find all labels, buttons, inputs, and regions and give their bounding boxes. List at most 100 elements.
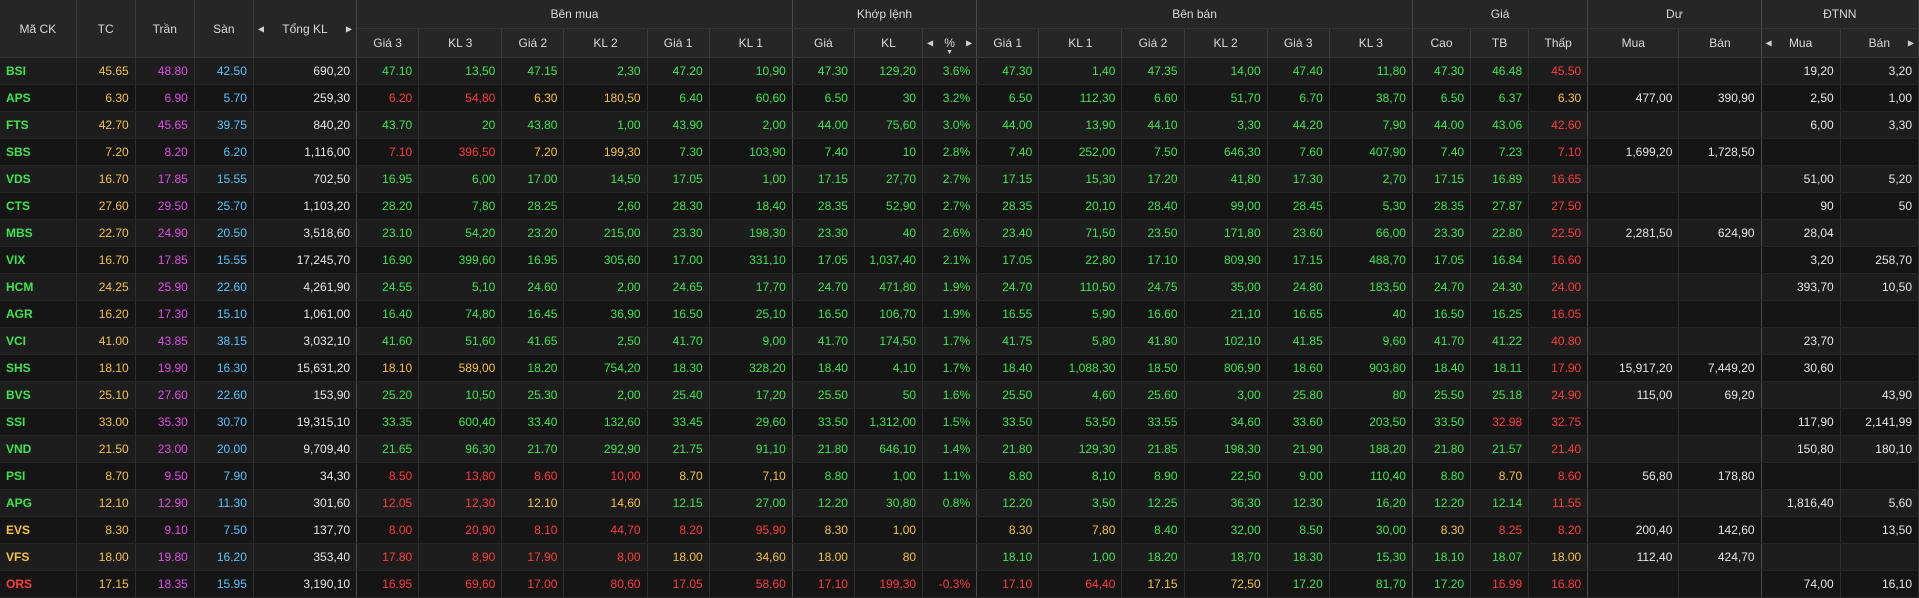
cell-symbol[interactable]: ORS	[0, 570, 77, 598]
cell-mua-kl1: 1,00	[709, 165, 793, 193]
col-ma-ck[interactable]: Mã CK	[0, 0, 77, 58]
cell-symbol[interactable]: APG	[0, 489, 77, 517]
col-mua-gia2[interactable]: Giá 2	[501, 28, 565, 58]
chevron-right-icon[interactable]: ▶	[1907, 38, 1914, 48]
cell-symbol[interactable]: CTS	[0, 192, 77, 220]
cell-symbol[interactable]: APS	[0, 84, 77, 112]
col-cao[interactable]: Cao	[1412, 28, 1472, 58]
col-ban-gia3[interactable]: Giá 3	[1267, 28, 1330, 58]
cell-mua-gia1: 43.90	[647, 111, 710, 139]
table-row[interactable]: VCI 41.00 43.85 38.15 3,032,10 41.60 51,60 41.6…	[0, 327, 1919, 355]
table-row[interactable]: PSI 8.70 9.50 7.90 34,30 8.50 13,80 8.60 10,00 8.…	[0, 462, 1919, 490]
table-row[interactable]: APG 12.10 12.90 11.30 301,60 12.05 12,30 12.10 1…	[0, 489, 1919, 517]
col-ban-kl1[interactable]: KL 1	[1038, 28, 1123, 58]
cell-tran: 25.90	[135, 273, 195, 301]
cell-mua-gia1: 28.30	[647, 192, 710, 220]
cell-mua-gia2: 18.20	[501, 354, 565, 382]
table-row[interactable]: CTS 27.60 29.50 25.70 1,103,20 28.20 7,80 28.25…	[0, 192, 1919, 220]
cell-symbol[interactable]: SHS	[0, 354, 77, 382]
col-tb[interactable]: TB	[1470, 28, 1530, 58]
table-row[interactable]: VFS 18.00 19.80 16.20 353,40 17.80 8,90 17.90 8,…	[0, 543, 1919, 571]
cell-mua-gia3: 6.20	[356, 84, 420, 112]
cell-symbol[interactable]: VIX	[0, 246, 77, 274]
table-row[interactable]: APS 6.30 6.90 5.70 259,30 6.20 54,80 6.30 180,50…	[0, 84, 1919, 112]
table-row[interactable]: FTS 42.70 45.65 39.75 840,20 43.70 20 43.80 1,00…	[0, 111, 1919, 139]
cell-san: 39.75	[194, 111, 254, 139]
cell-nn-ban	[1840, 219, 1919, 247]
col-ban-kl2[interactable]: KL 2	[1184, 28, 1268, 58]
cell-mua-gia2: 8.60	[501, 462, 565, 490]
col-mua-kl3[interactable]: KL 3	[418, 28, 503, 58]
cell-symbol[interactable]: VND	[0, 435, 77, 463]
col-tran[interactable]: Trần	[135, 0, 195, 58]
col-nn-ban[interactable]: Bán ▶	[1840, 28, 1919, 58]
sort-desc-icon: ▼	[946, 49, 954, 56]
col-mua-gia3[interactable]: Giá 3	[356, 28, 420, 58]
col-khop-pct[interactable]: ◀ % ▼ ▶	[922, 28, 978, 58]
table-row[interactable]: BVS 25.10 27.60 22.60 153,90 25.20 10,50 25.30 2…	[0, 381, 1919, 409]
table-row[interactable]: SHS 18.10 19.90 16.30 15,631,20 18.10 589,00 18…	[0, 354, 1919, 382]
cell-mua-gia1: 8.20	[647, 516, 710, 544]
col-ban-gia2[interactable]: Giá 2	[1121, 28, 1185, 58]
cell-symbol[interactable]: SBS	[0, 138, 77, 166]
cell-mua-kl2: 215,00	[563, 219, 648, 247]
cell-symbol[interactable]: EVS	[0, 516, 77, 544]
cell-mua-kl2: 2,00	[563, 381, 648, 409]
col-du-ban[interactable]: Bán	[1678, 28, 1762, 58]
table-row[interactable]: SBS 7.20 8.20 6.20 1,116,00 7.10 396,50 7.20 199…	[0, 138, 1919, 166]
table-row[interactable]: ORS 17.15 18.35 15.95 3,190,10 16.95 69,60 17.0…	[0, 570, 1919, 598]
table-row[interactable]: BSI 45.65 48.80 42.50 690,20 47.10 13,50 47.15 2…	[0, 57, 1919, 85]
chevron-left-icon[interactable]: ◀	[257, 24, 265, 33]
cell-du-ban: 142,60	[1678, 516, 1762, 544]
cell-symbol[interactable]: VCI	[0, 327, 77, 355]
col-ban-gia1[interactable]: Giá 1	[976, 28, 1040, 58]
table-row[interactable]: MBS 22.70 24.90 20.50 3,518,60 23.10 54,20 23.2…	[0, 219, 1919, 247]
table-row[interactable]: EVS 8.30 9.10 7.50 137,70 8.00 20,90 8.10 44,70 8…	[0, 516, 1919, 544]
cell-symbol[interactable]: BSI	[0, 57, 77, 85]
table-row[interactable]: VIX 16.70 17.85 15.55 17,245,70 16.90 399,60 16…	[0, 246, 1919, 274]
cell-symbol[interactable]: BVS	[0, 381, 77, 409]
chevron-right-icon[interactable]: ▶	[965, 38, 973, 48]
col-thap[interactable]: Thấp	[1528, 28, 1589, 58]
cell-ban-gia2: 6.60	[1121, 84, 1185, 112]
cell-tong-kl: 301,60	[253, 489, 358, 517]
cell-khop-pct: 3.2%	[922, 84, 978, 112]
cell-cao: 17.05	[1412, 246, 1472, 274]
col-mua-gia1[interactable]: Giá 1	[647, 28, 710, 58]
chevron-left-icon[interactable]: ◀	[1765, 38, 1772, 48]
table-row[interactable]: VDS 16.70 17.85 15.55 702,50 16.95 6,00 17.00 14…	[0, 165, 1919, 193]
cell-mua-gia2: 17.00	[501, 570, 565, 598]
cell-symbol[interactable]: FTS	[0, 111, 77, 139]
col-nn-mua[interactable]: ◀ Mua	[1761, 28, 1841, 58]
cell-symbol[interactable]: MBS	[0, 219, 77, 247]
col-khop-kl[interactable]: KL	[854, 28, 924, 58]
col-du-mua[interactable]: Mua	[1587, 28, 1680, 58]
cell-symbol[interactable]: PSI	[0, 462, 77, 490]
cell-symbol[interactable]: HCM	[0, 273, 77, 301]
cell-mua-kl3: 54,80	[418, 84, 503, 112]
cell-ban-kl3: 407,90	[1329, 138, 1413, 166]
cell-tc: 6.30	[76, 84, 136, 112]
chevron-left-icon[interactable]: ◀	[927, 38, 934, 48]
table-row[interactable]: SSI 33.00 35.30 30.70 19,315,10 33.35 600,40 33…	[0, 408, 1919, 436]
col-ban-kl3[interactable]: KL 3	[1329, 28, 1413, 58]
table-row[interactable]: AGR 16.20 17.30 15.10 1,061,00 16.40 74,80 16.4…	[0, 300, 1919, 328]
col-mua-kl2[interactable]: KL 2	[563, 28, 648, 58]
cell-symbol[interactable]: VDS	[0, 165, 77, 193]
cell-tran: 18.35	[135, 570, 195, 598]
col-mua-kl1[interactable]: KL 1	[709, 28, 793, 58]
cell-mua-kl3: 51,60	[418, 327, 503, 355]
cell-khop-gia: 8.80	[792, 462, 855, 490]
table-row[interactable]: HCM 24.25 25.90 22.60 4,261,90 24.55 5,10 24.60…	[0, 273, 1919, 301]
col-tong-kl[interactable]: ◀ Tổng KL ▶	[253, 0, 358, 58]
cell-nn-mua: 3,20	[1761, 246, 1841, 274]
cell-khop-kl: 1,00	[854, 462, 924, 490]
col-san[interactable]: Sàn	[194, 0, 254, 58]
col-tc[interactable]: TC	[76, 0, 136, 58]
chevron-right-icon[interactable]: ▶	[345, 24, 353, 33]
cell-symbol[interactable]: VFS	[0, 543, 77, 571]
table-row[interactable]: VND 21.50 23.00 20.00 9,709,40 21.65 96,30 21.7…	[0, 435, 1919, 463]
col-khop-gia[interactable]: Giá	[792, 28, 855, 58]
cell-symbol[interactable]: AGR	[0, 300, 77, 328]
cell-symbol[interactable]: SSI	[0, 408, 77, 436]
